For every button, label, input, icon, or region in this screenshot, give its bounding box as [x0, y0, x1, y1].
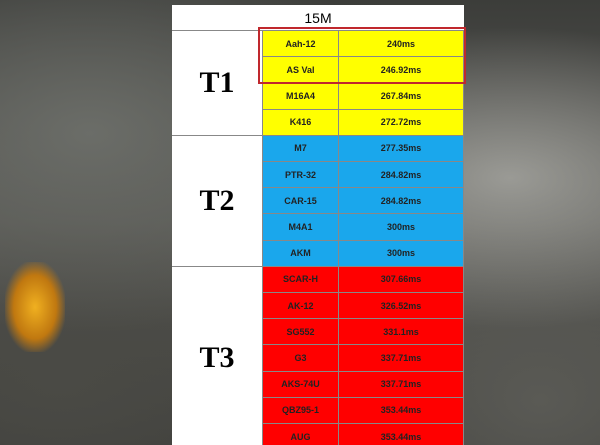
weapon-name: QBZ95-1	[263, 397, 339, 424]
weapon-name: SG552	[263, 319, 339, 346]
ttk-value: 337.71ms	[339, 371, 464, 398]
weapon-name: AKS-74U	[263, 371, 339, 398]
ttk-value: 353.44ms	[339, 397, 464, 424]
ttk-value: 326.52ms	[339, 293, 464, 320]
tier-label: T2	[172, 135, 263, 267]
weapon-name: M4A1	[263, 214, 339, 241]
weapon-name: M7	[263, 135, 339, 162]
weapon-name: G3	[263, 345, 339, 372]
weapon-name: CAR-15	[263, 188, 339, 215]
weapon-name: Aah-12	[263, 31, 339, 58]
highlighted-player	[5, 262, 65, 352]
ttk-value: 284.82ms	[339, 188, 464, 215]
weapon-name: AKM	[263, 240, 339, 267]
ttk-value: 284.82ms	[339, 162, 464, 189]
ttk-value: 277.35ms	[339, 135, 464, 162]
table-title: 15M	[172, 5, 464, 31]
ttk-value: 272.72ms	[339, 109, 464, 136]
weapon-name: AUG	[263, 424, 339, 445]
ttk-value: 331.1ms	[339, 319, 464, 346]
ttk-value: 300ms	[339, 214, 464, 241]
tier-table: 15M T1 Aah-12 240ms AS Val 246.92ms M16A4 267.…	[172, 5, 464, 445]
weapon-name: SCAR-H	[263, 266, 339, 293]
ttk-value: 353.44ms	[339, 424, 464, 445]
weapon-name: AK-12	[263, 293, 339, 320]
tier-label: T1	[172, 31, 263, 136]
ttk-value: 240ms	[339, 31, 464, 58]
highlight-box	[258, 27, 466, 84]
weapon-name: K416	[263, 109, 339, 136]
weapon-name: PTR-32	[263, 162, 339, 189]
weapon-name: M16A4	[263, 83, 339, 110]
ttk-value: 300ms	[339, 240, 464, 267]
ttk-value: 267.84ms	[339, 83, 464, 110]
tier-label: T3	[172, 266, 263, 445]
ttk-value: 307.66ms	[339, 266, 464, 293]
ttk-value: 337.71ms	[339, 345, 464, 372]
